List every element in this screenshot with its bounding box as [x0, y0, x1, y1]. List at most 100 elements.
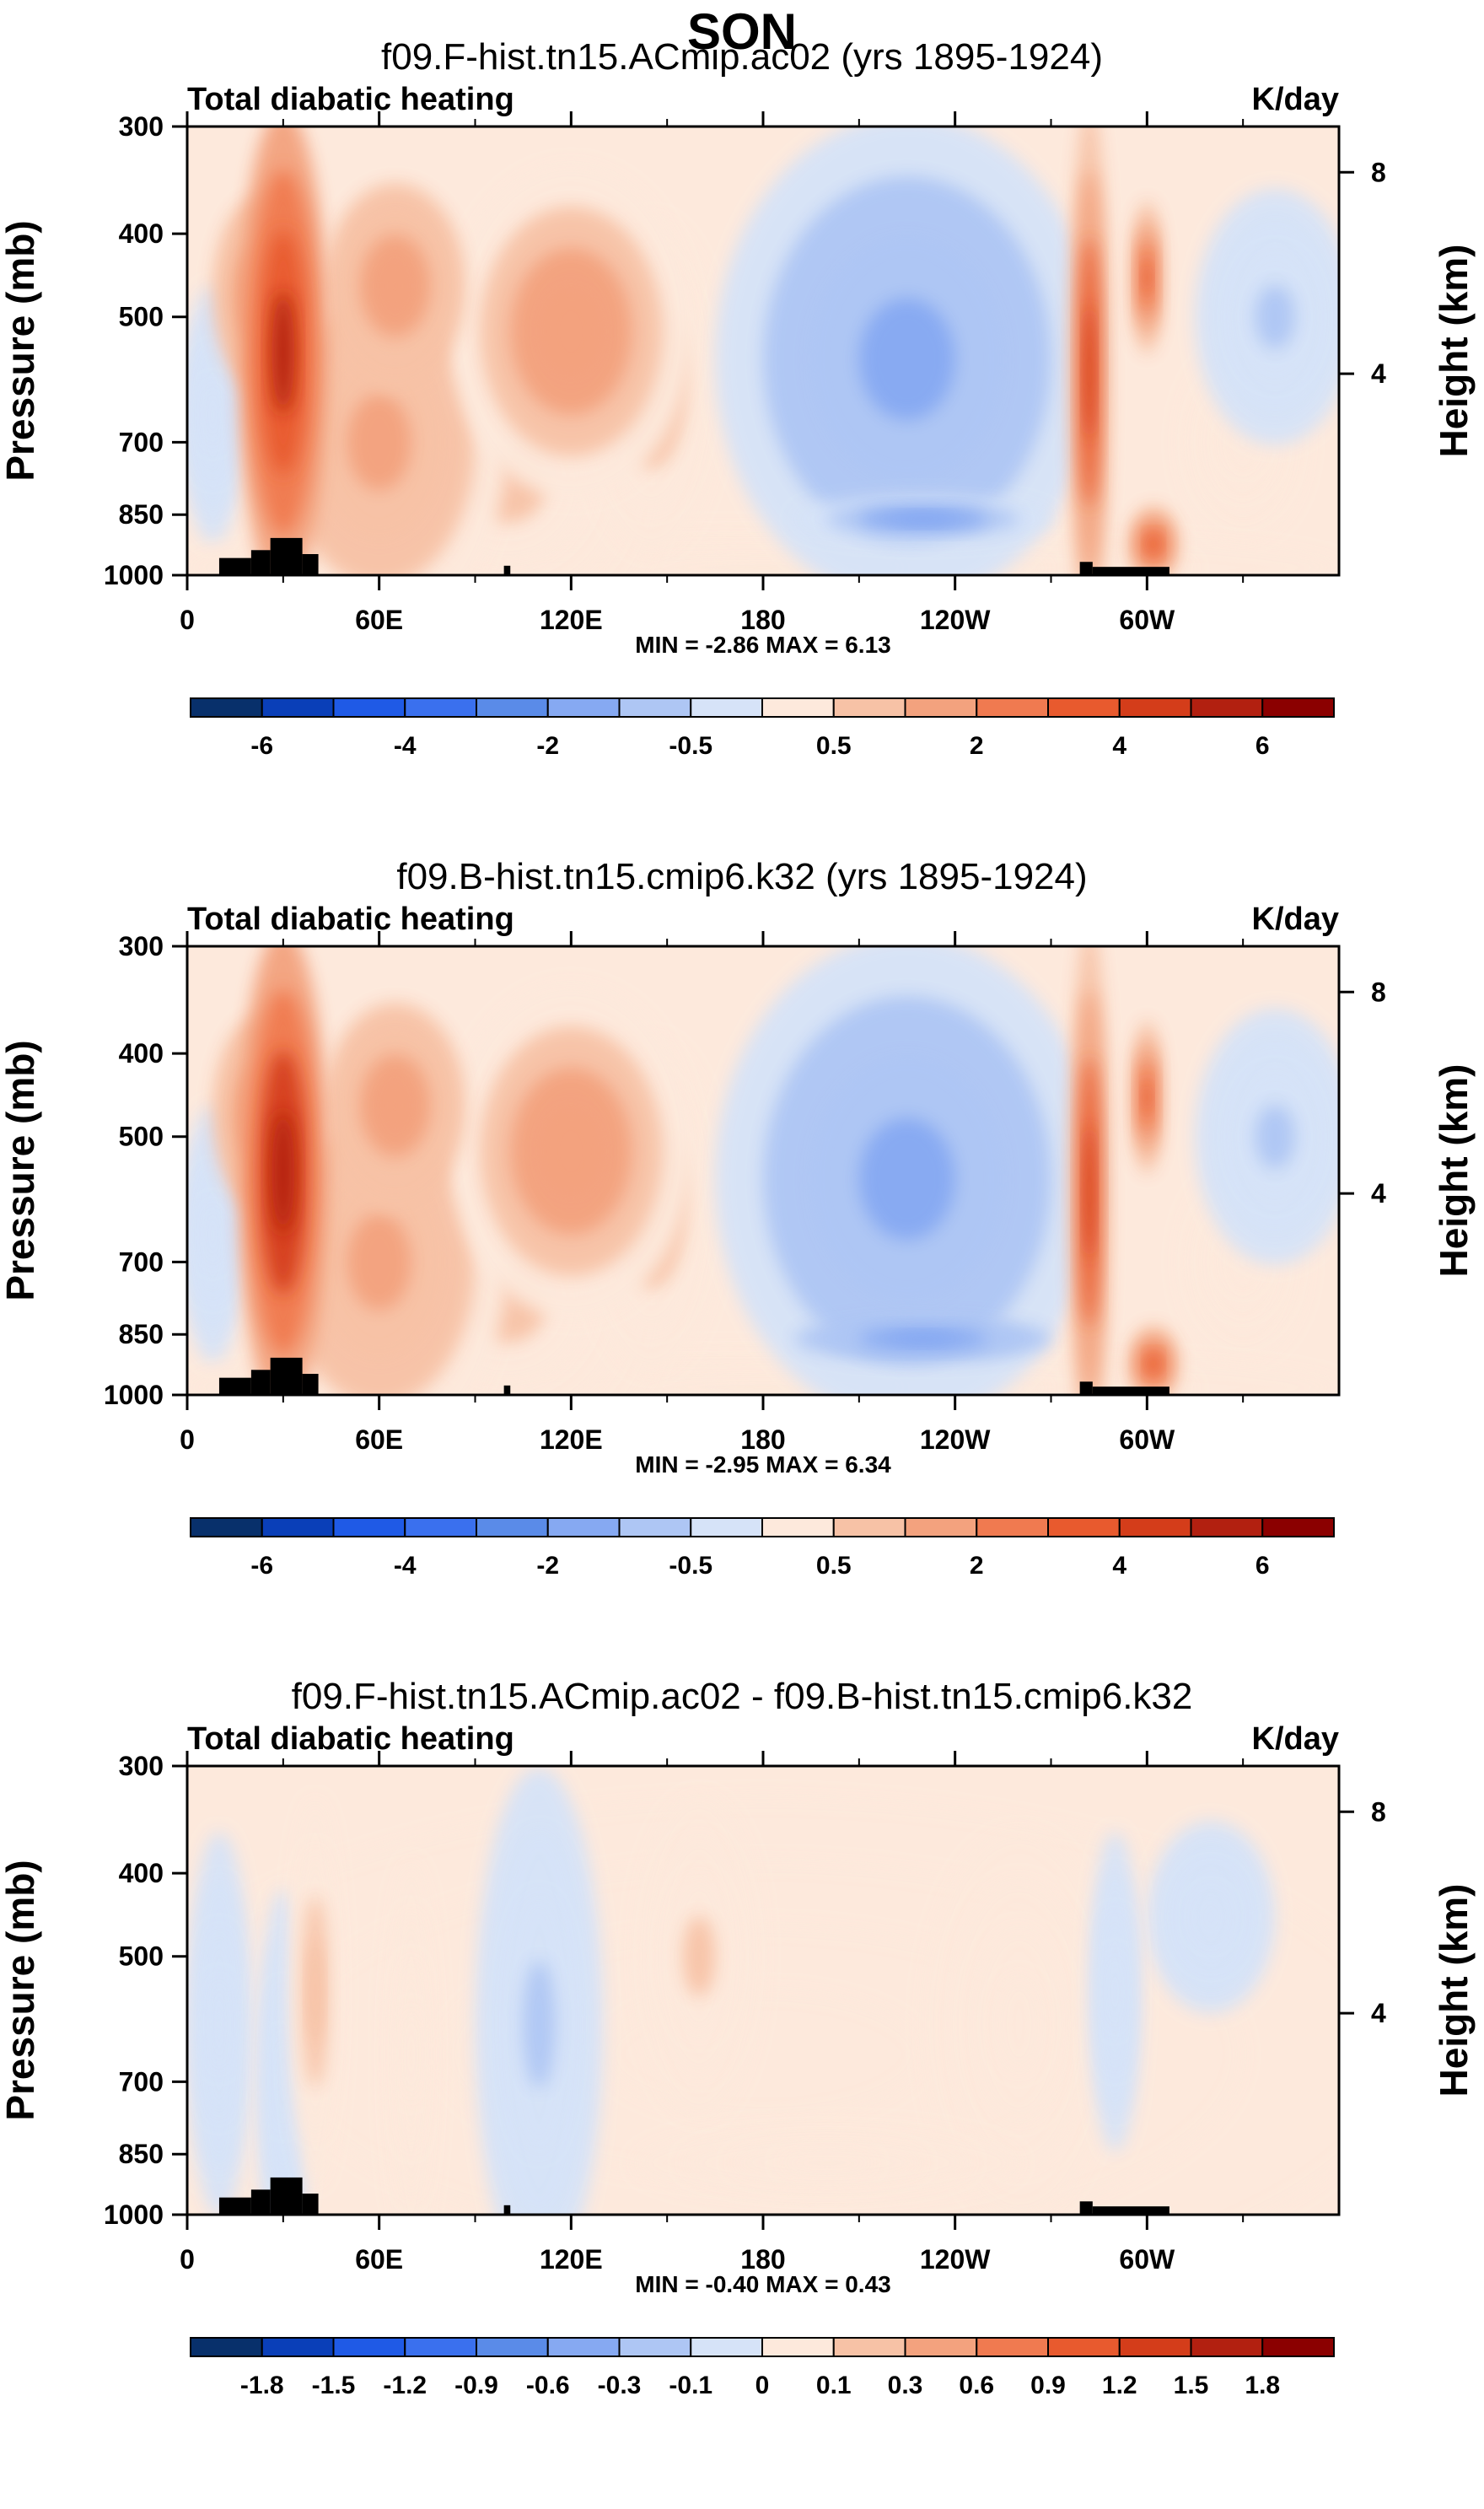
- x-tick-label: 120E: [540, 605, 603, 635]
- colorbar-swatch: [261, 2337, 335, 2357]
- contour-band: [1255, 284, 1295, 349]
- colorbar-swatch: [761, 697, 835, 718]
- colorbar-swatch: [546, 2337, 621, 2357]
- terrain-mask: [1092, 1386, 1169, 1395]
- colorbar-swatch: [404, 697, 477, 718]
- colorbar-label: -0.9: [454, 2372, 498, 2399]
- contour-band: [1143, 258, 1152, 297]
- contour-band: [890, 513, 955, 525]
- panel-left-label: Total diabatic heating: [187, 82, 514, 117]
- contour-band: [309, 1943, 322, 2040]
- colorbar-label: -1.2: [383, 2372, 427, 2399]
- y-tick-label: 300: [119, 931, 164, 961]
- panel-units-label: K/day: [1252, 902, 1339, 937]
- min-max-stats: MIN = -2.95 MAX = 6.34: [635, 1451, 891, 1478]
- colorbar-swatch: [618, 2337, 692, 2357]
- colorbar-swatch: [1047, 697, 1121, 718]
- contour-field: [187, 127, 1339, 575]
- x-tick-label: 0: [180, 2244, 195, 2275]
- y-tick-label: 700: [119, 2066, 164, 2097]
- colorbar-label: 6: [1255, 732, 1270, 760]
- contour-band: [377, 260, 413, 312]
- colorbar-swatch: [761, 1517, 835, 1537]
- terrain-mask: [1092, 567, 1169, 575]
- y-tick-label: 1000: [104, 560, 164, 590]
- y-axis-title: Pressure (mb): [0, 220, 42, 481]
- panel-title: f09.F-hist.tn15.ACmip.ac02 - f09.B-hist.…: [292, 1676, 1193, 1717]
- contour-band: [1143, 1078, 1152, 1117]
- colorbar-swatch: [618, 697, 692, 718]
- contour-band: [540, 289, 602, 374]
- colorbar-swatch: [904, 1517, 978, 1537]
- y-right-tick-label: 4: [1371, 358, 1386, 389]
- y-right-axis-title: Height (km): [1432, 245, 1476, 458]
- y-tick-label: 400: [119, 1858, 164, 1888]
- colorbar-swatch: [190, 697, 263, 718]
- colorbar-swatch: [476, 1517, 549, 1537]
- contour-band: [1255, 1104, 1295, 1169]
- colorbar-swatch: [1190, 697, 1264, 718]
- colorbar-swatch: [618, 1517, 692, 1537]
- y-tick-label: 500: [119, 1941, 164, 1972]
- contour-band: [272, 1111, 295, 1234]
- x-tick-label: 120E: [540, 1424, 603, 1455]
- colorbar-swatch: [904, 2337, 978, 2357]
- colorbar-label: 1.2: [1102, 2372, 1137, 2399]
- panel-2: f09.B-hist.tn15.cmip6.k32 (yrs 1895-1924…: [0, 856, 1476, 1580]
- x-tick-label: 60W: [1119, 1424, 1175, 1455]
- contour-band: [858, 1117, 955, 1240]
- contour-field: [187, 946, 1339, 1395]
- panel-units-label: K/day: [1252, 1721, 1339, 1757]
- colorbar-swatch: [832, 2337, 906, 2357]
- colorbar-label: 0.1: [816, 2372, 852, 2399]
- colorbar-swatch: [546, 1517, 621, 1537]
- x-tick-label: 60W: [1119, 2244, 1175, 2275]
- y-tick-label: 850: [119, 1319, 164, 1349]
- contour-band: [277, 2033, 290, 2130]
- colorbar-swatch: [546, 697, 621, 718]
- contour-band: [405, 2006, 418, 2102]
- colorbar-swatch: [976, 697, 1049, 718]
- colorbar-label: -0.3: [598, 2372, 642, 2399]
- colorbar-swatch: [332, 1517, 406, 1537]
- colorbar-swatch: [1047, 1517, 1121, 1537]
- panel-3: f09.F-hist.tn15.ACmip.ac02 - f09.B-hist.…: [0, 1676, 1476, 2399]
- panel-left-label: Total diabatic heating: [187, 902, 514, 937]
- x-tick-label: 120W: [920, 605, 991, 635]
- colorbar-label: -0.1: [669, 2372, 712, 2399]
- contour-band: [211, 1976, 228, 2073]
- contour-band: [1108, 1952, 1121, 2033]
- colorbar-label: 0.3: [888, 2372, 923, 2399]
- x-tick-label: 0: [180, 605, 195, 635]
- colorbar-swatch: [832, 1517, 906, 1537]
- colorbar-label: 4: [1112, 732, 1126, 760]
- min-max-stats: MIN = -2.86 MAX = 6.13: [635, 632, 890, 658]
- terrain-mask: [1079, 562, 1093, 575]
- colorbar-label: -4: [394, 1552, 417, 1580]
- colorbar-swatch: [690, 1517, 763, 1537]
- colorbar-label: -2: [536, 732, 559, 760]
- contour-band: [272, 291, 295, 414]
- colorbar-label: 0.5: [816, 1552, 852, 1580]
- x-tick-label: 120W: [920, 1424, 991, 1455]
- panel-1: f09.F-hist.tn15.ACmip.ac02 (yrs 1895-192…: [0, 36, 1476, 760]
- colorbar-label: -4: [394, 732, 417, 760]
- terrain-mask: [302, 2194, 319, 2215]
- y-right-axis-title: Height (km): [1432, 1064, 1476, 1278]
- y-tick-label: 300: [119, 1751, 164, 1781]
- y-right-tick-label: 4: [1371, 1998, 1386, 2028]
- colorbar-label: 0: [755, 2372, 770, 2399]
- y-tick-label: 400: [119, 218, 164, 249]
- x-tick-label: 180: [740, 1424, 785, 1455]
- x-tick-label: 180: [740, 605, 785, 635]
- contour-band: [540, 1109, 602, 1193]
- y-axis-title: Pressure (mb): [0, 1860, 42, 2120]
- y-tick-label: 850: [119, 499, 164, 530]
- colorbar-swatch: [690, 2337, 763, 2357]
- colorbar-swatch: [404, 1517, 477, 1537]
- colorbar-label: 4: [1112, 1552, 1126, 1580]
- contour-band: [1195, 1893, 1228, 1941]
- y-tick-label: 500: [119, 302, 164, 332]
- colorbar-swatch: [190, 1517, 263, 1537]
- contour-field: [187, 1766, 1339, 2215]
